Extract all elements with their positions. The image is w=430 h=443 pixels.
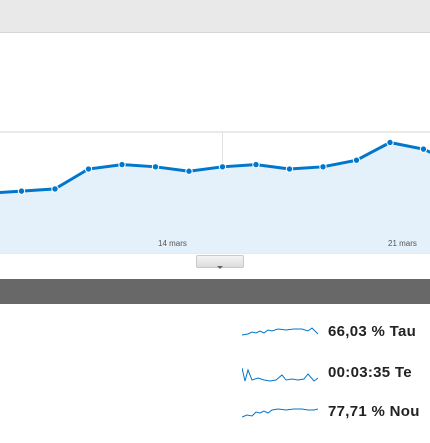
data-point-2[interactable] bbox=[51, 185, 59, 193]
metric-label-time: Te bbox=[394, 364, 412, 381]
data-point-10[interactable] bbox=[319, 163, 327, 171]
data-point-7[interactable] bbox=[218, 163, 227, 171]
line-chart-svg bbox=[0, 131, 430, 254]
sparkline-rate-icon bbox=[242, 327, 318, 336]
metric-row-new[interactable]: 77,71 % Nou bbox=[240, 398, 430, 428]
series-line bbox=[0, 140, 430, 195]
metric-value-rate-text: 66,03 % bbox=[328, 323, 386, 340]
metric-value-time: 00:03:35 Te bbox=[328, 364, 412, 381]
data-point-6[interactable] bbox=[185, 167, 193, 175]
metric-value-time-text: 00:03:35 bbox=[328, 364, 391, 381]
data-point-9[interactable] bbox=[285, 165, 294, 173]
data-point-1[interactable] bbox=[17, 187, 26, 195]
metric-label-rate: Tau bbox=[389, 323, 417, 340]
data-point-5[interactable] bbox=[151, 163, 160, 171]
metric-value-new-text: 77,71 % bbox=[328, 403, 386, 420]
data-point-12[interactable] bbox=[386, 138, 394, 147]
x-tick-label-0: 14 mars bbox=[158, 239, 187, 248]
metric-value-rate: 66,03 % Tau bbox=[328, 323, 416, 340]
metric-row-rate[interactable]: 66,03 % Tau bbox=[240, 318, 430, 348]
chart-collapse-handle[interactable] bbox=[196, 255, 244, 269]
metric-label-new: Nou bbox=[389, 403, 420, 420]
section-header-bar bbox=[0, 279, 430, 304]
metrics-panel: 66,03 % Tau 00:03:35 Te 77,71 % Nou bbox=[0, 304, 430, 443]
chevron-down-icon bbox=[217, 266, 223, 269]
data-point-13[interactable] bbox=[419, 145, 428, 153]
x-tick-label-1: 21 mars bbox=[388, 239, 417, 248]
visits-chart: 14 mars 21 mars bbox=[0, 32, 430, 272]
top-toolbar bbox=[0, 0, 430, 33]
series-area-fill bbox=[0, 142, 430, 253]
sparkline-time-icon bbox=[242, 367, 318, 382]
metric-value-new: 77,71 % Nou bbox=[328, 403, 420, 420]
data-point-3[interactable] bbox=[84, 165, 93, 173]
data-point-4[interactable] bbox=[118, 160, 126, 169]
metric-row-time[interactable]: 00:03:35 Te bbox=[240, 359, 430, 389]
sparkline-new-icon bbox=[242, 408, 318, 418]
data-point-11[interactable] bbox=[352, 156, 361, 164]
data-point-8[interactable] bbox=[252, 160, 260, 169]
